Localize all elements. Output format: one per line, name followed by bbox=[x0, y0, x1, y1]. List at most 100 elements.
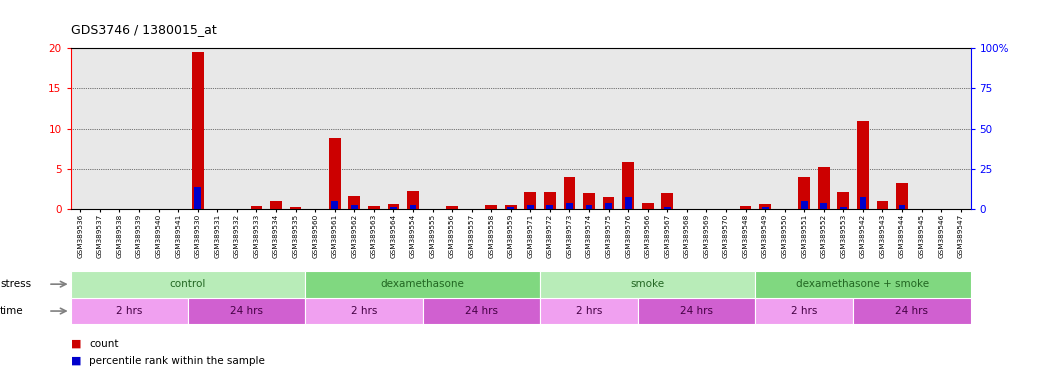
Text: time: time bbox=[0, 306, 24, 316]
Bar bbox=[540, 271, 756, 298]
Text: control: control bbox=[170, 279, 207, 289]
Bar bbox=[661, 193, 674, 209]
Bar bbox=[194, 187, 201, 209]
Bar bbox=[853, 48, 873, 209]
Bar bbox=[951, 48, 971, 209]
Bar bbox=[794, 48, 814, 209]
Bar bbox=[188, 298, 305, 324]
Bar bbox=[285, 48, 305, 209]
Text: 2 hrs: 2 hrs bbox=[116, 306, 142, 316]
Bar bbox=[873, 48, 893, 209]
Bar bbox=[407, 191, 418, 209]
Bar bbox=[384, 48, 403, 209]
Bar bbox=[130, 48, 148, 209]
Bar bbox=[775, 48, 794, 209]
Bar bbox=[638, 298, 756, 324]
Bar bbox=[349, 196, 360, 209]
Bar bbox=[818, 167, 829, 209]
Bar bbox=[638, 48, 657, 209]
Text: 2 hrs: 2 hrs bbox=[791, 306, 817, 316]
Bar bbox=[834, 48, 853, 209]
Bar bbox=[148, 48, 168, 209]
Bar bbox=[508, 207, 514, 209]
Bar bbox=[756, 271, 971, 298]
Bar bbox=[110, 48, 130, 209]
Text: dexamethasone: dexamethasone bbox=[381, 279, 465, 289]
Bar bbox=[387, 204, 400, 209]
Bar bbox=[853, 298, 971, 324]
Bar bbox=[325, 48, 345, 209]
Bar bbox=[583, 193, 595, 209]
Bar bbox=[840, 207, 847, 209]
Bar bbox=[859, 197, 867, 209]
Bar bbox=[188, 48, 208, 209]
Bar bbox=[820, 203, 827, 209]
Bar bbox=[266, 48, 285, 209]
Text: 24 hrs: 24 hrs bbox=[230, 306, 264, 316]
Bar bbox=[540, 48, 559, 209]
Text: 24 hrs: 24 hrs bbox=[465, 306, 498, 316]
Bar bbox=[625, 197, 631, 209]
Bar bbox=[403, 48, 422, 209]
Bar bbox=[90, 48, 110, 209]
Bar bbox=[345, 48, 364, 209]
Text: stress: stress bbox=[0, 279, 31, 289]
Bar bbox=[410, 205, 416, 209]
Bar bbox=[521, 48, 540, 209]
Bar bbox=[800, 201, 808, 209]
Text: count: count bbox=[89, 339, 118, 349]
Bar bbox=[877, 201, 889, 209]
Bar bbox=[740, 206, 752, 209]
Bar bbox=[657, 48, 677, 209]
Bar bbox=[290, 207, 301, 209]
Bar bbox=[305, 271, 540, 298]
Bar bbox=[540, 298, 638, 324]
Text: ■: ■ bbox=[71, 356, 81, 366]
Bar bbox=[759, 204, 771, 209]
Bar bbox=[756, 298, 853, 324]
Text: dexamethasone + smoke: dexamethasone + smoke bbox=[796, 279, 929, 289]
Bar bbox=[71, 271, 305, 298]
Bar bbox=[893, 48, 911, 209]
Bar bbox=[564, 177, 575, 209]
Bar bbox=[762, 207, 768, 209]
Bar bbox=[544, 192, 555, 209]
Bar bbox=[716, 48, 736, 209]
Bar bbox=[814, 48, 834, 209]
Bar bbox=[736, 48, 756, 209]
Bar bbox=[247, 48, 266, 209]
Text: 24 hrs: 24 hrs bbox=[680, 306, 713, 316]
Bar bbox=[559, 48, 579, 209]
Bar bbox=[619, 48, 638, 209]
Bar bbox=[838, 192, 849, 209]
Bar bbox=[696, 48, 716, 209]
Bar bbox=[305, 48, 325, 209]
Bar bbox=[71, 48, 90, 209]
Text: 2 hrs: 2 hrs bbox=[351, 306, 377, 316]
Bar bbox=[605, 203, 612, 209]
Bar bbox=[585, 205, 593, 209]
Bar bbox=[857, 121, 869, 209]
Bar bbox=[329, 138, 340, 209]
Bar bbox=[756, 48, 775, 209]
Bar bbox=[270, 201, 282, 209]
Bar bbox=[641, 203, 654, 209]
Bar bbox=[71, 298, 188, 324]
Bar bbox=[305, 298, 422, 324]
Bar bbox=[446, 206, 458, 209]
Bar bbox=[331, 201, 338, 209]
Bar bbox=[899, 205, 905, 209]
Bar bbox=[390, 207, 397, 209]
Bar bbox=[798, 177, 810, 209]
Bar bbox=[911, 48, 931, 209]
Text: GDS3746 / 1380015_at: GDS3746 / 1380015_at bbox=[71, 23, 216, 36]
Bar bbox=[351, 205, 358, 209]
Bar bbox=[896, 183, 908, 209]
Bar bbox=[599, 48, 619, 209]
Bar bbox=[367, 206, 380, 209]
Bar bbox=[364, 48, 384, 209]
Bar bbox=[482, 48, 501, 209]
Bar bbox=[192, 52, 203, 209]
Bar bbox=[623, 162, 634, 209]
Bar bbox=[422, 48, 442, 209]
